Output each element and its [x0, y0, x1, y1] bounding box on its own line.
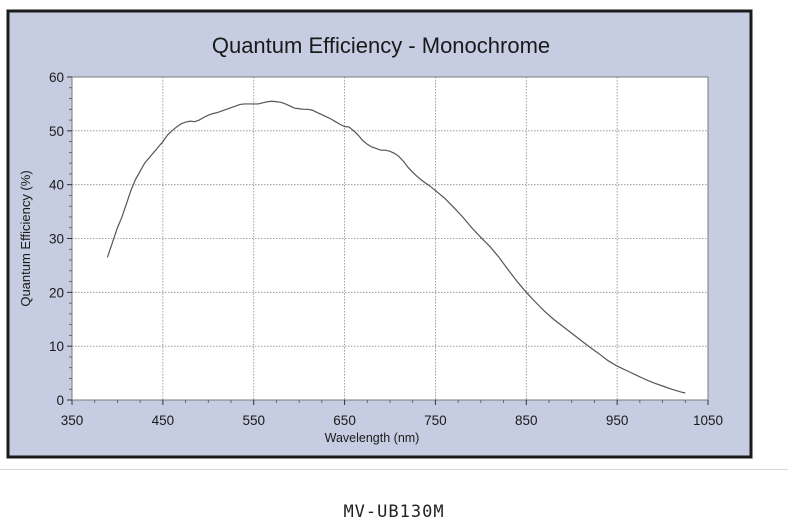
y-tick-label: 50 [49, 124, 64, 139]
y-tick-label: 30 [49, 232, 64, 247]
x-tick-label: 350 [61, 413, 84, 428]
grid-lines [72, 77, 708, 400]
y-axis-label: Quantum Efficiency (%) [18, 170, 33, 306]
y-tick-label: 20 [49, 285, 64, 300]
separator-line [0, 469, 788, 470]
axis-ticks [67, 76, 709, 405]
y-tick-label: 60 [49, 70, 64, 85]
x-axis-label: Wavelength (nm) [325, 431, 420, 445]
model-caption: MV-UB130M [343, 502, 445, 522]
x-tick-label: 550 [242, 413, 265, 428]
x-tick-label: 850 [515, 413, 538, 428]
y-tick-labels: 0 10 20 30 40 50 60 [49, 70, 64, 408]
x-tick-label: 950 [606, 413, 629, 428]
y-tick-label: 40 [49, 178, 64, 193]
x-tick-label: 750 [424, 413, 447, 428]
y-tick-label: 0 [56, 393, 64, 408]
x-tick-label: 1050 [693, 413, 723, 428]
chart-title: Quantum Efficiency - Monochrome [212, 33, 550, 58]
x-tick-label: 650 [333, 413, 356, 428]
x-tick-label: 450 [152, 413, 175, 428]
y-tick-label: 10 [49, 339, 64, 354]
x-tick-labels: 350 450 550 650 750 850 950 1050 [61, 413, 723, 428]
series-line [106, 100, 686, 394]
